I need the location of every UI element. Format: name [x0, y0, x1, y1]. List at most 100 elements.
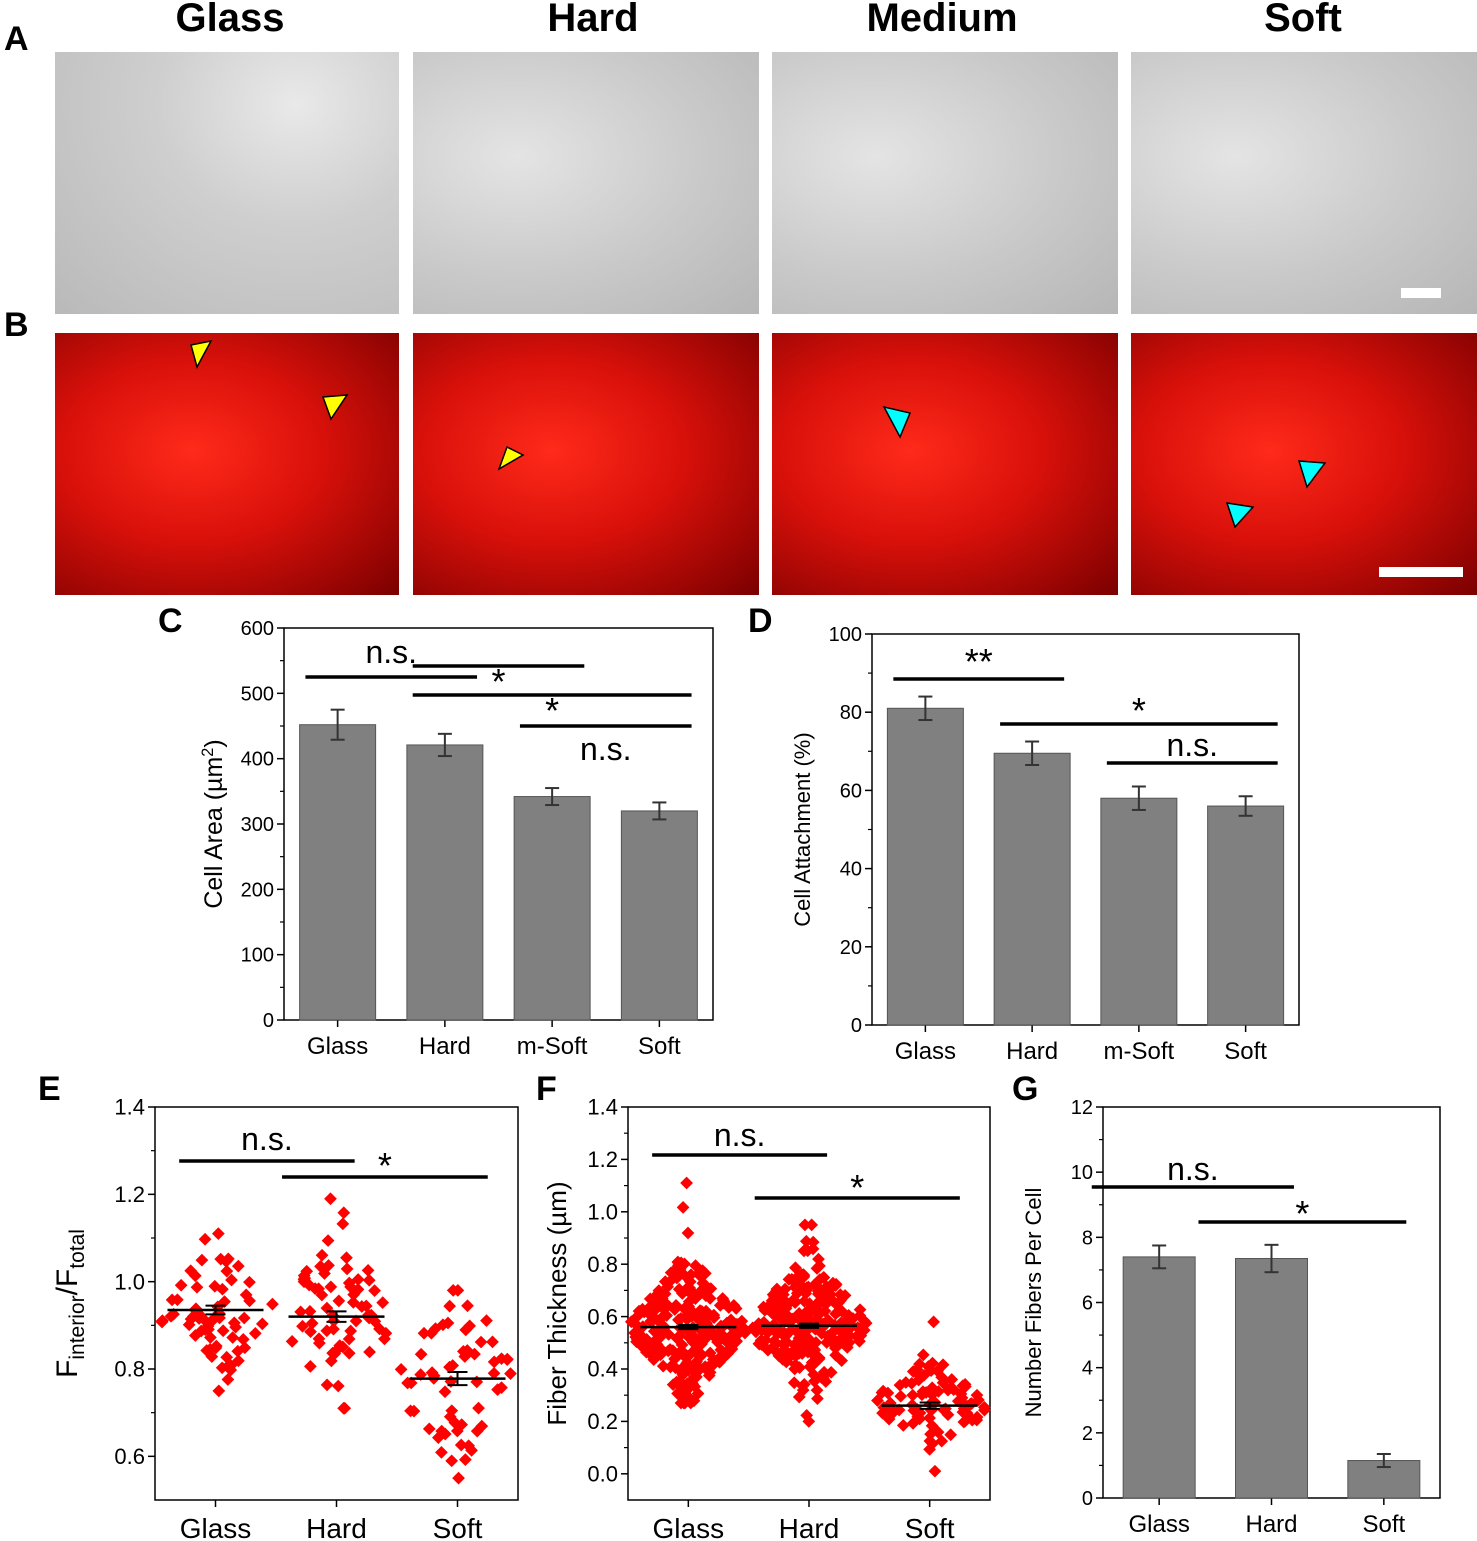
series-dots [746, 1218, 873, 1428]
data-point [344, 1324, 358, 1338]
data-point [243, 1275, 256, 1289]
data-point [417, 1326, 431, 1340]
y-axis-label: Cell Area (µm2) [199, 739, 228, 908]
bar [1122, 1256, 1196, 1499]
x-tick-label: Hard [419, 1033, 471, 1060]
y-tick-label: 12 [1071, 1097, 1093, 1119]
panel-label-d: D [748, 602, 773, 640]
arrowhead-yellow [321, 394, 349, 421]
y-tick-label: 8 [1082, 1227, 1093, 1249]
data-point [255, 1317, 269, 1331]
data-point [340, 1262, 354, 1276]
data-point [894, 1389, 908, 1403]
micrograph-fluorescence-hard [413, 333, 759, 595]
header-soft: Soft [1264, 0, 1342, 40]
series-dots [624, 1176, 752, 1410]
significance-label: n.s. [365, 634, 417, 670]
data-point [337, 1206, 351, 1220]
data-point [896, 1419, 910, 1432]
data-point [226, 1331, 240, 1344]
y-tick-label: 0.4 [587, 1357, 618, 1382]
y-tick-label: 0.6 [587, 1304, 618, 1329]
chart-f: 0.0 0.2 0.4 0.6 0.8 1.0 1.2 1.4 Glass Hard Soft Fib… [542, 1095, 991, 1541]
y-axis-label: Fiber Thickness (µm) [542, 1181, 572, 1425]
data-point [798, 1218, 812, 1232]
data-point [443, 1299, 457, 1313]
data-point [676, 1201, 690, 1214]
data-point [340, 1251, 353, 1265]
significance-label: ** [965, 641, 993, 682]
micrograph-brightfield-hard [413, 52, 759, 314]
y-tick-label: 80 [840, 702, 862, 724]
arrowhead-cyan [882, 405, 912, 439]
data-point [285, 1335, 299, 1348]
series-dots [871, 1315, 991, 1478]
micrograph-fluorescence-medium [772, 333, 1118, 595]
y-tick-label: 4 [1082, 1358, 1093, 1380]
y-axis-label: Finterior/Ftotal [51, 1229, 89, 1378]
arrowhead-cyan [1225, 502, 1255, 529]
y-tick-label: 0.8 [114, 1357, 145, 1382]
data-point [315, 1248, 329, 1262]
bar [620, 810, 698, 1021]
bar [993, 752, 1071, 1026]
header-hard: Hard [547, 0, 639, 40]
y-tick-label: 1.0 [587, 1200, 618, 1225]
data-point [445, 1454, 459, 1468]
bar [406, 744, 484, 1021]
panel-label-c: C [158, 602, 183, 640]
micrograph-brightfield-medium [772, 52, 1118, 314]
micrograph-brightfield-soft [1131, 52, 1477, 314]
panel-label-g: G [1012, 1070, 1039, 1108]
data-point [504, 1367, 517, 1381]
data-point [332, 1294, 346, 1308]
micrograph-fluorescence-glass [55, 333, 399, 595]
arrowhead-yellow [190, 339, 213, 370]
significance-label: n.s. [1166, 727, 1218, 763]
bar [1100, 797, 1178, 1026]
data-point [221, 1373, 235, 1386]
y-tick-label: 60 [840, 780, 862, 802]
y-tick-label: 100 [829, 624, 862, 646]
data-point [368, 1284, 381, 1298]
arrowheads-medium [882, 405, 912, 439]
y-tick-label: 0.0 [587, 1462, 618, 1487]
micrograph-brightfield-glass [55, 52, 399, 314]
y-tick-label: 10 [1071, 1162, 1093, 1184]
bar [299, 724, 377, 1021]
data-point [231, 1259, 245, 1273]
arrowheads-soft [1225, 460, 1327, 529]
panel-label-b: B [4, 306, 29, 344]
significance-label: * [378, 1145, 392, 1186]
significance-label: * [850, 1167, 864, 1208]
y-tick-label: 2 [1082, 1423, 1093, 1445]
data-point [331, 1379, 345, 1393]
series-dots [155, 1227, 279, 1398]
data-point [435, 1446, 448, 1459]
scale-bar [1401, 288, 1441, 298]
data-point [190, 1280, 204, 1294]
arrowheads-hard [497, 445, 525, 471]
data-point [362, 1273, 376, 1287]
data-point [216, 1324, 230, 1338]
data-point [472, 1401, 485, 1415]
chart-c: 0 100 200 300 400 500 600 Glass Hard m-Soft Soft Ce… [199, 618, 714, 1060]
arrowheads-glass [190, 339, 349, 421]
data-point [195, 1253, 209, 1267]
y-tick-label: 300 [241, 814, 274, 836]
data-point [321, 1234, 335, 1247]
bar [1235, 1258, 1308, 1499]
y-axis-label: Number Fibers Per Cell [1021, 1188, 1046, 1418]
data-point [944, 1428, 958, 1442]
x-tick-label: Glass [1128, 1511, 1189, 1538]
y-tick-label: 500 [241, 683, 274, 705]
x-tick-label: Soft [638, 1033, 681, 1060]
y-tick-label: 0 [851, 1015, 862, 1037]
y-tick-label: 0.8 [587, 1252, 618, 1277]
data-point [906, 1388, 920, 1402]
data-point [336, 1217, 350, 1231]
header-medium: Medium [866, 0, 1018, 40]
data-point [680, 1176, 693, 1190]
data-point [198, 1232, 212, 1246]
y-axis-label: Cell Attachment (%) [790, 732, 815, 926]
